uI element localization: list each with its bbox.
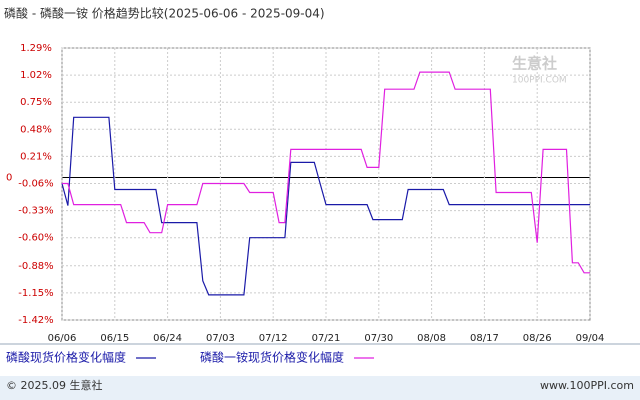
x-tick-label: 08/08 — [417, 333, 446, 344]
y-tick-label: 0 — [6, 172, 12, 183]
chart-title: 磷酸 - 磷酸一铵 价格趋势比较(2025-06-06 - 2025-09-04… — [4, 6, 325, 21]
x-tick-label: 08/17 — [470, 333, 499, 344]
x-tick-label: 07/12 — [259, 333, 288, 344]
x-tick-label: 08/26 — [523, 333, 552, 344]
y-tick-label: 0.21% — [20, 151, 52, 162]
x-tick-label: 07/30 — [364, 333, 393, 344]
legend-label: 磷酸现货价格变化幅度 — [6, 350, 126, 365]
x-tick-label: 07/03 — [206, 333, 235, 344]
x-tick-label: 06/06 — [48, 333, 77, 344]
y-tick-label: -1.15% — [18, 288, 53, 299]
watermark: 生意社 — [512, 55, 557, 73]
series-line — [61, 116, 590, 296]
footer-bar — [0, 376, 640, 400]
y-tick-label: -0.60% — [18, 233, 53, 244]
x-tick-label: 07/21 — [312, 333, 341, 344]
x-tick-label: 06/15 — [100, 333, 129, 344]
legend-label: 磷酸一铵现货价格变化幅度 — [200, 350, 344, 365]
y-tick-label: -1.42% — [18, 315, 53, 326]
y-tick-label: 0.48% — [20, 124, 52, 135]
y-tick-label: -0.88% — [18, 261, 53, 272]
x-tick-label: 09/04 — [576, 333, 605, 344]
copyright: © 2025.09 生意社 — [6, 378, 102, 392]
site-url: www.100PPI.com — [540, 379, 634, 392]
watermark-url: 100PPI.COM — [512, 76, 567, 86]
x-tick-label: 06/24 — [153, 333, 182, 344]
y-tick-label: 1.29% — [20, 43, 52, 54]
y-tick-label: -0.33% — [18, 206, 53, 217]
y-tick-label: 1.02% — [20, 70, 52, 81]
y-tick-label: -0.06% — [18, 178, 53, 189]
y-tick-label: 0.75% — [20, 97, 52, 108]
series-line — [62, 71, 590, 274]
